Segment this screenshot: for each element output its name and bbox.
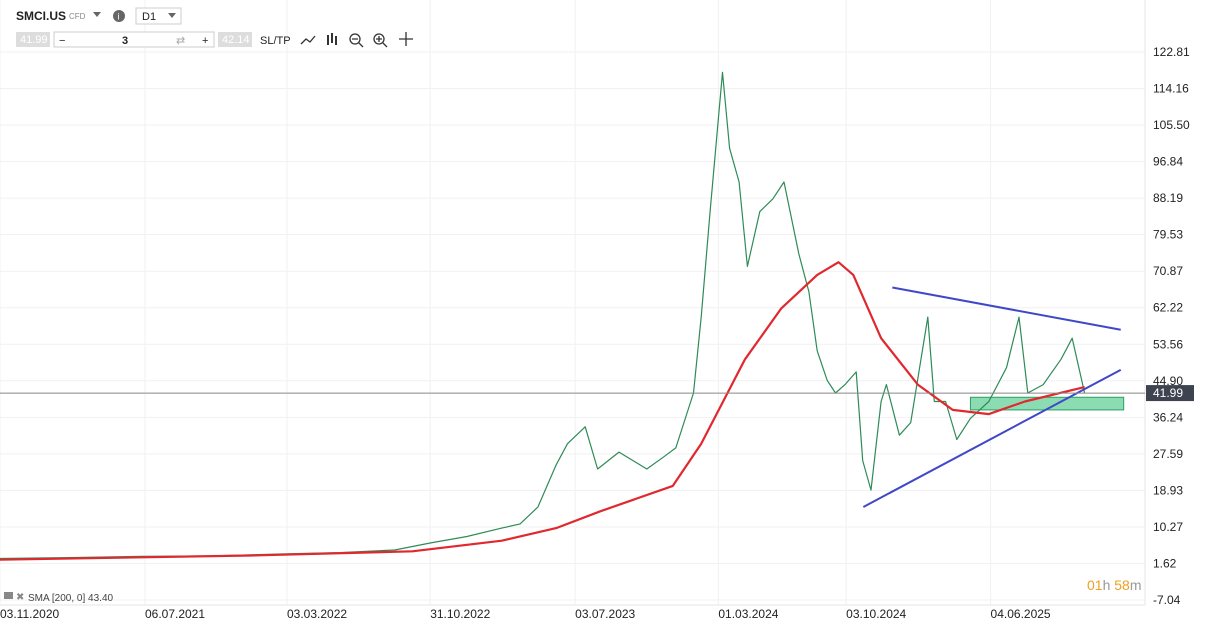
- y-tick-label: -7.04: [1153, 593, 1181, 607]
- swap-icon[interactable]: ⇄: [176, 35, 185, 47]
- symbol[interactable]: SMCI.US: [16, 9, 66, 23]
- y-tick-label: 1.62: [1153, 556, 1177, 570]
- x-tick-label: 01.03.2024: [718, 607, 778, 621]
- sma-line: [0, 261, 1085, 561]
- legend-value: 43.40: [88, 593, 113, 604]
- last-price-badge: [1146, 385, 1194, 402]
- plot: 41.99: [0, 71, 1194, 561]
- y-tick-label: 62.22: [1153, 301, 1183, 315]
- line-tool[interactable]: [300, 35, 316, 45]
- y-tick-label: 96.84: [1153, 155, 1183, 169]
- candle-tool[interactable]: [327, 33, 337, 45]
- y-tick-label: 122.81: [1153, 45, 1190, 59]
- volume[interactable]: 3: [122, 35, 128, 47]
- zoom-out-glyph: [352, 38, 364, 48]
- y-tick-label: 70.87: [1153, 264, 1183, 278]
- grid: [0, 0, 1145, 605]
- timeframe-select[interactable]: [135, 7, 182, 25]
- trendline: [862, 368, 1122, 508]
- timer-hours: 01: [1087, 577, 1103, 593]
- legend-icon: [4, 592, 13, 599]
- price-line: [0, 71, 1086, 560]
- y-tick-label: 53.56: [1153, 337, 1183, 351]
- timer-hours-unit: h: [1103, 577, 1111, 593]
- buy-price: 42.14: [222, 34, 250, 46]
- x-tick-label: 31.10.2022: [430, 607, 490, 621]
- sell-price: 41.99: [20, 34, 48, 46]
- crosshair-tool[interactable]: [399, 32, 413, 46]
- dropdown-arrow: [168, 13, 176, 18]
- timeframe: D1: [142, 11, 156, 23]
- legend-close[interactable]: ✖: [16, 592, 24, 603]
- buy-button[interactable]: [218, 32, 252, 47]
- y-tick-label: 105.50: [1153, 118, 1190, 132]
- timer-minutes-unit: m: [1130, 577, 1142, 593]
- minus[interactable]: −: [59, 35, 65, 47]
- instrument-type: CFD: [69, 12, 86, 21]
- x-tick-label: 03.03.2022: [287, 607, 347, 621]
- y-tick-label: 18.93: [1153, 483, 1183, 497]
- timer-minutes: 58: [1114, 577, 1130, 593]
- dropdown-arrow[interactable]: [93, 12, 101, 17]
- y-tick-label: 10.27: [1153, 520, 1183, 534]
- x-tick-label: 03.07.2023: [575, 607, 635, 621]
- y-tick-label: 27.59: [1153, 447, 1183, 461]
- y-tick-label: 36.24: [1153, 410, 1183, 424]
- legend-name: SMA [200, 0]: [28, 593, 85, 604]
- plus[interactable]: +: [202, 35, 208, 47]
- last-price-label: 41.99: [1153, 386, 1183, 400]
- timer: 01h 58m: [1087, 577, 1142, 593]
- x-tick-label: 03.11.2020: [0, 607, 59, 621]
- x-tick-label: 06.07.2021: [145, 607, 205, 621]
- x-tick-label: 03.10.2024: [846, 607, 906, 621]
- sltp-button[interactable]: SL/TP: [260, 35, 291, 47]
- volume-box[interactable]: [53, 31, 215, 48]
- y-tick-label: 79.53: [1153, 228, 1183, 242]
- info-icon[interactable]: [113, 10, 125, 22]
- zoom-in[interactable]: [373, 33, 385, 45]
- zoom-out[interactable]: [349, 33, 361, 45]
- legend-entry: SMA [200, 0] 43.40: [28, 593, 114, 604]
- x-tick-label: 04.06.2025: [991, 607, 1051, 621]
- y-tick-label: 44.90: [1153, 374, 1183, 388]
- y-tick-label: 114.16: [1153, 82, 1189, 96]
- sell-button[interactable]: [16, 32, 50, 47]
- zoom-in-glyph: [376, 36, 388, 48]
- trendline: [892, 286, 1121, 331]
- y-tick-label: 88.19: [1153, 191, 1183, 205]
- info-icon-text: i: [118, 12, 120, 22]
